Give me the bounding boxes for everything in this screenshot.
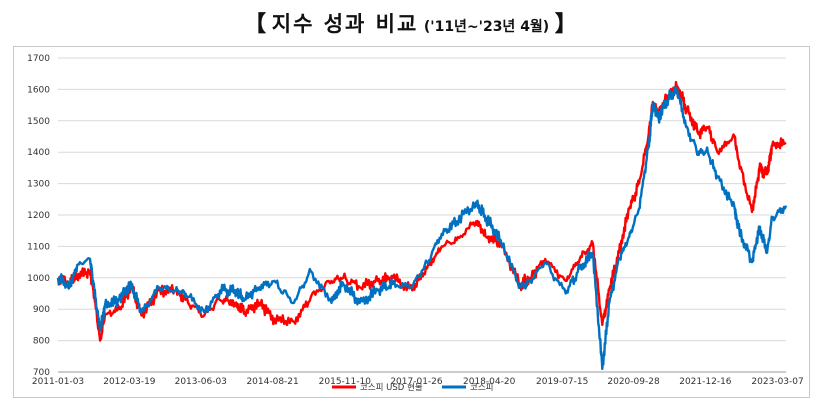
- series-line-0: [56, 80, 787, 342]
- x-tick-label: 2014-08-21: [246, 377, 298, 387]
- x-tick-label: 2015-11-10: [319, 377, 372, 387]
- y-tick-label: 1400: [27, 148, 50, 158]
- x-tick-label: 2020-09-28: [607, 377, 660, 387]
- line-chart: 700 800 900 1000 1100 1200 1300 1400 1500 1600 170…: [27, 54, 804, 393]
- x-tick-label: 2011-01-03: [32, 377, 84, 387]
- y-tick-label: 1000: [27, 274, 50, 284]
- x-tick-label: 2017-01-26: [390, 377, 443, 387]
- title-open-bracket: 【: [244, 12, 267, 37]
- y-tick-label: 1500: [27, 117, 50, 127]
- y-tick-label: 800: [33, 337, 50, 347]
- chart-frame: 700 800 900 1000 1100 1200 1300 1400 1500 1600 170…: [13, 46, 810, 398]
- y-tick-label: 900: [33, 305, 50, 315]
- y-tick-labels: 700 800 900 1000 1100 1200 1300 1400 1500 1600 170…: [27, 54, 50, 378]
- x-tick-labels: 2011-01-03 2012-03-19 2013-06-03 2014-08-21…: [32, 377, 804, 387]
- legend: 코스피 USD 현물 코스피: [332, 383, 493, 393]
- legend-label: 코스피: [470, 383, 493, 393]
- title-main: 지수 성과 비교: [271, 12, 419, 36]
- y-tick-label: 1700: [27, 54, 50, 64]
- y-tick-label: 700: [33, 368, 50, 378]
- x-tick-label: 2018-04-20: [463, 377, 516, 387]
- y-tick-label: 1200: [27, 211, 50, 221]
- x-tick-label: 2019-07-15: [536, 377, 588, 387]
- series-lines: [56, 80, 788, 371]
- title-close-bracket: 】: [554, 12, 577, 37]
- y-tick-label: 1100: [27, 242, 50, 252]
- y-tick-label: 1600: [27, 85, 50, 95]
- title-sub: ('11년~'23년 4월): [423, 19, 550, 35]
- series-line-1: [56, 86, 788, 371]
- legend-label: 코스피 USD 현물: [360, 383, 423, 393]
- grid-lines: [58, 57, 786, 373]
- x-tick-label: 2023-03-07: [751, 377, 803, 387]
- y-tick-label: 1300: [27, 180, 50, 190]
- x-tick-label: 2021-12-16: [679, 377, 732, 387]
- x-tick-label: 2012-03-19: [103, 377, 156, 387]
- chart-title: 【 지수 성과 비교 ('11년~'23년 4월) 】: [0, 6, 821, 38]
- x-tick-label: 2013-06-03: [175, 377, 227, 387]
